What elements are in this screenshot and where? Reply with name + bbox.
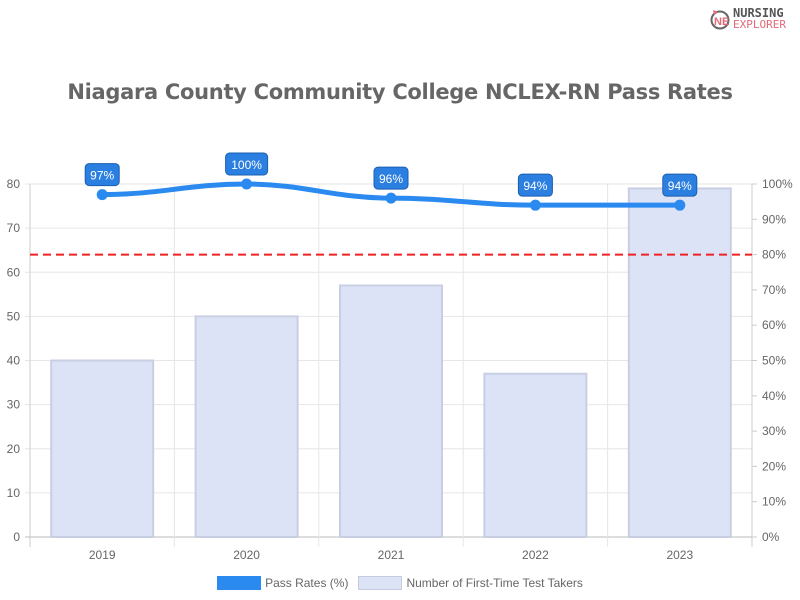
right-tick-label: 20%	[762, 459, 786, 473]
left-tick-label: 40	[7, 354, 21, 368]
x-tick-label: 2019	[89, 548, 116, 562]
right-tick-label: 60%	[762, 318, 786, 332]
data-label-box	[373, 166, 409, 190]
data-label: 94%	[523, 179, 547, 193]
right-tick-label: 100%	[762, 177, 793, 191]
legend-swatch	[358, 576, 403, 590]
legend-item-test-takers[interactable]: Number of First-Time Test Takers	[358, 576, 583, 590]
x-tick-label: 2022	[522, 548, 549, 562]
x-tick-label: 2023	[666, 548, 693, 562]
data-label-box	[225, 152, 269, 176]
right-tick-label: 70%	[762, 283, 786, 297]
left-tick-label: 0	[13, 530, 20, 544]
left-tick-label: 10	[7, 486, 21, 500]
data-label: 94%	[668, 179, 692, 193]
legend: Pass Rates (%) Number of First-Time Test…	[0, 576, 800, 590]
right-tick-label: 30%	[762, 424, 786, 438]
legend-item-pass-rates[interactable]: Pass Rates (%)	[217, 576, 348, 590]
left-tick-label: 60	[7, 265, 21, 279]
bar-2023	[627, 187, 732, 538]
pass-rate-point-2021	[385, 192, 397, 204]
pass-rate-point-2023	[674, 199, 686, 211]
legend-label: Pass Rates (%)	[265, 576, 349, 590]
logo-text-1: NURSING	[733, 6, 784, 20]
left-tick-label: 20	[7, 442, 21, 456]
left-tick-label: 80	[7, 177, 21, 191]
right-tick-label: 40%	[762, 389, 786, 403]
chart-title: Niagara County Community College NCLEX-R…	[67, 80, 733, 104]
right-tick-label: 0%	[762, 530, 780, 544]
legend-swatch	[217, 576, 262, 590]
data-label-box	[662, 173, 698, 197]
logo-icon: NE	[710, 10, 730, 30]
bar-2022	[483, 372, 588, 538]
logo: NE NURSING EXPLORER	[710, 6, 786, 31]
legend-label: Number of First-Time Test Takers	[406, 576, 583, 590]
bar-2020	[194, 315, 299, 538]
logo-text-2: EXPLORER	[733, 18, 786, 31]
right-tick-label: 50%	[762, 354, 786, 368]
bar-2021	[339, 284, 443, 538]
x-tick-label: 2021	[378, 548, 405, 562]
right-tick-label: 10%	[762, 495, 786, 509]
right-tick-label: 90%	[762, 212, 786, 226]
bar-2019	[50, 359, 155, 538]
right-tick-label: 80%	[762, 248, 786, 262]
left-tick-label: 50	[7, 309, 21, 323]
data-label: 97%	[90, 169, 114, 183]
data-label-box	[84, 163, 120, 187]
data-label: 100%	[231, 158, 262, 172]
data-label: 96%	[379, 172, 403, 186]
left-tick-label: 30	[7, 398, 21, 412]
svg-text:NE: NE	[714, 16, 729, 28]
pass-rate-point-2019	[96, 189, 108, 201]
pass-rate-point-2022	[529, 199, 541, 211]
x-tick-label: 2020	[233, 548, 260, 562]
left-tick-label: 70	[7, 221, 21, 235]
data-label-box	[517, 173, 553, 197]
pass-rate-point-2020	[241, 178, 253, 190]
